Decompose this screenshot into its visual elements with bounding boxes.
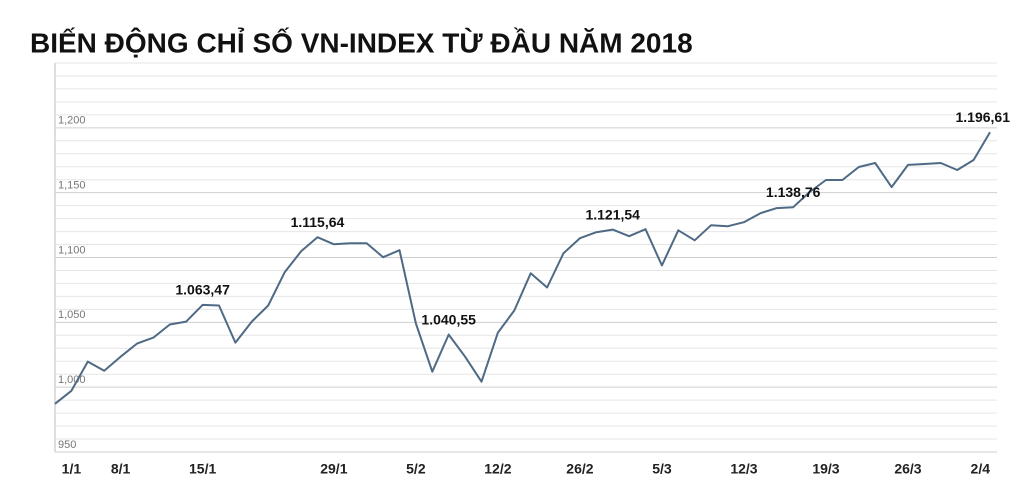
x-tick-label: 2/4 — [971, 461, 991, 477]
x-tick-label: 29/1 — [320, 461, 347, 477]
y-tick-label: 950 — [58, 439, 76, 451]
y-tick-label: 1,050 — [58, 309, 86, 321]
x-tick-label: 26/2 — [566, 461, 593, 477]
chart-title: BIẾN ĐỘNG CHỈ SỐ VN-INDEX TỪ ĐẦU NĂM 201… — [30, 26, 693, 58]
data-label: 1.063,47 — [175, 282, 230, 298]
line-series — [54, 131, 991, 405]
y-tick-label: 1,100 — [58, 244, 86, 256]
y-tick-label: 1,150 — [58, 180, 86, 192]
x-tick-label: 5/3 — [652, 461, 672, 477]
y-tick-label: 1,000 — [58, 374, 86, 386]
x-tick-label: 26/3 — [894, 461, 921, 477]
x-tick-label: 1/1 — [62, 461, 82, 477]
x-tick-label: 12/2 — [484, 461, 511, 477]
data-label: 1.115,64 — [291, 214, 345, 230]
y-tick-label: 1,200 — [58, 115, 86, 127]
data-label: 1.121,54 — [585, 206, 640, 222]
data-label: 1.138,76 — [766, 184, 821, 200]
data-label: 1.196,61 — [956, 109, 1011, 125]
x-tick-label: 5/2 — [406, 461, 426, 477]
x-tick-label: 19/3 — [812, 461, 839, 477]
x-tick-label: 12/3 — [730, 461, 757, 477]
x-tick-label: 15/1 — [189, 461, 216, 477]
data-label: 1.040,55 — [421, 311, 476, 327]
x-tick-label: 8/1 — [111, 461, 131, 477]
